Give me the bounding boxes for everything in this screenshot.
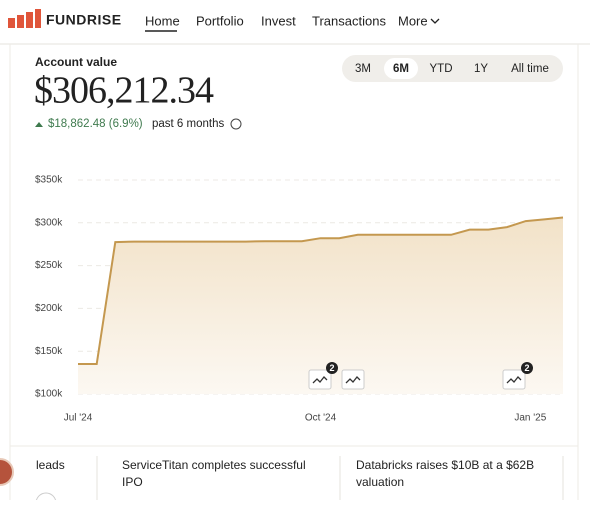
- account-change: $18,862.48 (6.9%): [48, 118, 143, 130]
- news-item[interactable]: ServiceTitan completes successful: [122, 458, 306, 472]
- x-tick-label: Oct '24: [305, 413, 337, 424]
- value-line: [78, 216, 564, 365]
- nav-link[interactable]: More: [398, 13, 428, 28]
- logo-icon: [8, 9, 41, 28]
- y-tick-label: $150k: [35, 346, 63, 357]
- y-tick-label: $250k: [35, 260, 63, 271]
- event-marker[interactable]: 2: [502, 362, 533, 390]
- nav-link[interactable]: Portfolio: [196, 13, 244, 28]
- y-tick-label: $200k: [35, 303, 63, 314]
- news-item[interactable]: Databricks raises $10B at a $62B: [356, 458, 534, 472]
- range-button[interactable]: All time: [511, 63, 549, 75]
- x-tick-label: Jul '24: [64, 413, 93, 424]
- up-arrow: [35, 122, 43, 127]
- nav-link[interactable]: Home: [145, 13, 180, 28]
- area-fill: [78, 217, 563, 394]
- event-marker[interactable]: 2: [308, 362, 338, 390]
- range-button[interactable]: 1Y: [474, 63, 488, 75]
- y-tick-label: $100k: [35, 389, 63, 400]
- logo: FUNDRISE: [46, 12, 122, 28]
- news-item[interactable]: valuation: [356, 475, 404, 489]
- account-value: $306,212.34: [34, 70, 214, 112]
- chart: $100k $150k $200k $250k $300k $350k Jul '24 Oct…: [35, 175, 564, 424]
- range-button[interactable]: 6M: [393, 63, 409, 75]
- help-button[interactable]: [0, 458, 14, 486]
- nav-link[interactable]: Invest: [261, 13, 296, 28]
- info-icon[interactable]: [230, 118, 242, 130]
- news-item[interactable]: leads: [36, 458, 65, 472]
- range-selected: [384, 58, 418, 79]
- x-tick-label: Jan '25: [514, 413, 546, 424]
- event-badge: 2: [524, 363, 529, 373]
- event-badge: 2: [329, 363, 334, 373]
- news-icon: [35, 492, 57, 505]
- chevron: [430, 18, 440, 24]
- event-marker[interactable]: [341, 369, 365, 390]
- y-tick-label: $300k: [35, 217, 63, 228]
- y-tick-label: $350k: [35, 175, 63, 186]
- account-period: past 6 months: [152, 118, 224, 130]
- account-label: Account value: [35, 55, 117, 69]
- news-item[interactable]: IPO: [122, 475, 143, 489]
- nav-link[interactable]: Transactions: [312, 13, 386, 28]
- range-button[interactable]: YTD: [430, 63, 453, 75]
- range-button[interactable]: 3M: [355, 63, 371, 75]
